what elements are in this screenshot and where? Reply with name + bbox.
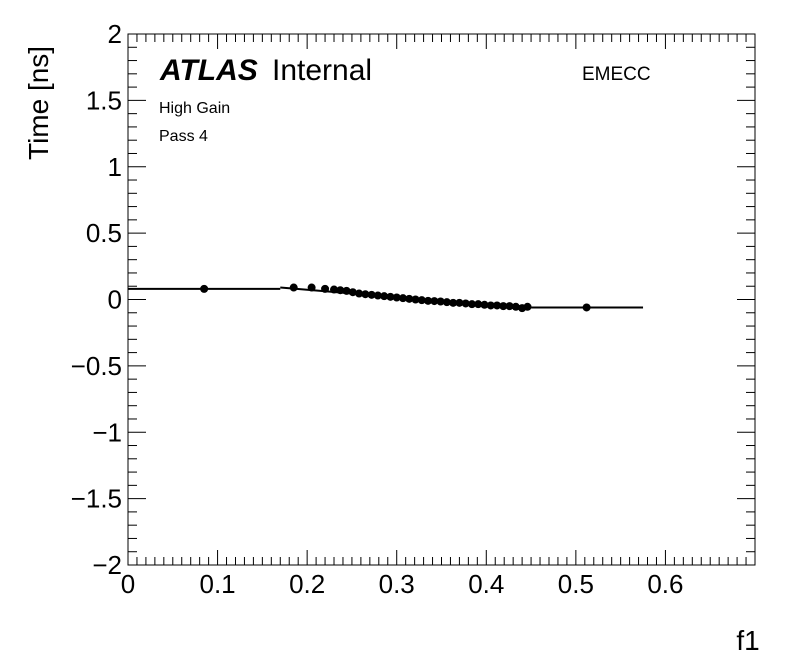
- data-point: [411, 295, 420, 304]
- y-axis-tick-labels: 2 1.5 1 0.5 0 −0.5 −1 −1.5 −2: [71, 19, 122, 580]
- data-point: [355, 289, 364, 298]
- data-point: [467, 300, 476, 309]
- atlas-status: Internal: [272, 54, 372, 87]
- data-point: [361, 290, 370, 299]
- data-point: [367, 290, 376, 299]
- data-point: [424, 296, 433, 305]
- data-point: [442, 298, 451, 307]
- data-point: [455, 298, 464, 307]
- data-point: [336, 286, 345, 295]
- x-tick-label: 0.3: [379, 569, 415, 599]
- data-point: [582, 303, 591, 312]
- data-point: [330, 285, 339, 294]
- y-tick-label: 1: [108, 152, 122, 182]
- x-tick-label: 0.2: [289, 569, 325, 599]
- data-point: [405, 294, 414, 303]
- gain-label: High Gain: [159, 100, 230, 117]
- y-tick-label: 1.5: [86, 85, 122, 115]
- x-tick-label: 0.6: [647, 569, 683, 599]
- x-tick-label: 0.4: [468, 569, 504, 599]
- data-point: [493, 301, 502, 310]
- data-point: [392, 293, 401, 302]
- x-axis-tick-labels: 0 0.1 0.2 0.3 0.4 0.5 0.6: [121, 569, 684, 599]
- data-point: [342, 286, 351, 295]
- y-tick-label: 0: [108, 285, 122, 315]
- data-point: [373, 291, 382, 300]
- x-tick-label: 0: [121, 569, 135, 599]
- data-point: [307, 283, 316, 292]
- data-point: [321, 284, 330, 293]
- y-tick-label: −1.5: [71, 484, 122, 514]
- data-point: [430, 297, 439, 306]
- x-axis-title: f1: [736, 625, 759, 656]
- data-point: [398, 294, 407, 303]
- data-points: [200, 283, 591, 313]
- x-tick-label: 0.5: [558, 569, 594, 599]
- data-point: [200, 284, 209, 293]
- data-point: [461, 299, 470, 308]
- data-point: [523, 302, 532, 311]
- data-point: [380, 292, 389, 301]
- y-tick-label: 0.5: [86, 218, 122, 248]
- data-point: [386, 292, 395, 301]
- axis-ticks: [127, 33, 756, 566]
- data-point: [486, 301, 495, 310]
- y-tick-label: −2: [92, 550, 122, 580]
- atlas-label: ATLAS: [159, 54, 258, 87]
- y-tick-label: −0.5: [71, 351, 122, 381]
- y-tick-label: −1: [92, 417, 122, 447]
- data-point: [449, 298, 458, 307]
- y-axis-title: Time [ns]: [23, 46, 54, 160]
- data-point: [436, 297, 445, 306]
- data-point: [480, 300, 489, 309]
- data-point: [511, 302, 520, 311]
- data-point: [289, 283, 298, 292]
- data-point: [499, 302, 508, 311]
- y-tick-label: 2: [108, 19, 122, 49]
- data-point: [505, 302, 514, 311]
- region-label: EMECC: [582, 64, 651, 85]
- data-point: [474, 300, 483, 309]
- pass-label: Pass 4: [159, 128, 208, 145]
- x-tick-label: 0.1: [199, 569, 235, 599]
- data-point: [348, 288, 357, 297]
- data-point: [417, 296, 426, 305]
